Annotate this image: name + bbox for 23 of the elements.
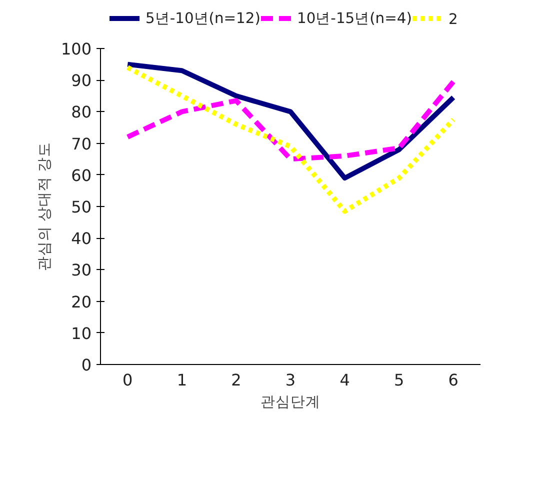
x-tick-label: 0 (122, 370, 133, 390)
x-tick-label: 3 (285, 370, 296, 390)
legend-label: 10년-15년(n=4) (297, 10, 412, 27)
x-tick-label: 1 (176, 370, 188, 390)
y-tick-label: 90 (71, 71, 92, 90)
y-tick-label: 20 (71, 292, 92, 312)
x-tick-label: 6 (448, 370, 458, 390)
y-tick-label: 50 (71, 198, 92, 216)
legend-label: 2 (448, 11, 458, 28)
y-tick-label: 30 (71, 260, 92, 280)
x-axis-title: 관심단계 (260, 394, 320, 410)
legend-label: 5년-10년(n=12) (146, 10, 260, 27)
x-tick-label: 5 (394, 370, 404, 390)
y-tick-label: 100 (60, 40, 92, 58)
x-tick-label: 2 (231, 370, 242, 390)
y-tick-label: 40 (71, 229, 92, 248)
y-tick-label: 60 (71, 166, 92, 185)
y-tick-label: 70 (71, 134, 92, 154)
y-axis-title: 관심의 상대적 강도 (36, 142, 53, 272)
y-tick-label: 0 (81, 356, 92, 374)
x-tick-label: 4 (340, 370, 350, 390)
y-tick-label: 80 (71, 102, 92, 122)
y-tick-label: 10 (71, 324, 92, 343)
